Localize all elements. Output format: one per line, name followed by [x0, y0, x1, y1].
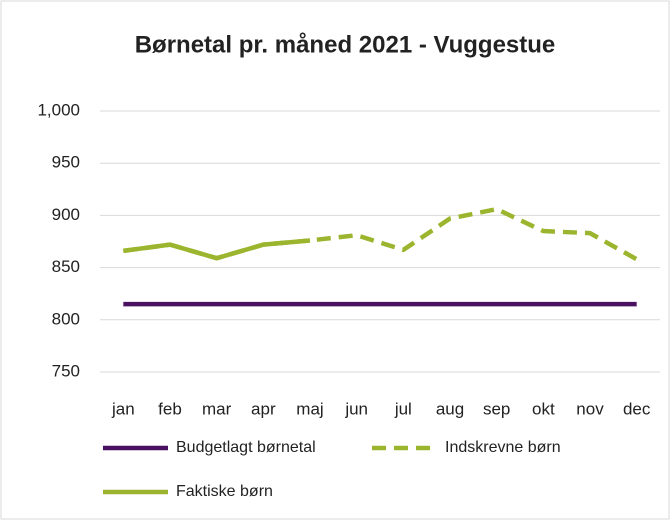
x-tick-label: maj: [296, 399, 323, 418]
x-tick-label: mar: [202, 399, 232, 418]
series-line: [123, 206, 638, 262]
x-tick-label: jun: [344, 399, 368, 418]
y-tick-label: 1,000: [37, 100, 80, 119]
x-tick-label: jul: [394, 399, 412, 418]
legend-label: Faktiske børn: [176, 483, 273, 500]
y-tick-label: 950: [52, 153, 80, 172]
x-tick-label: feb: [158, 399, 182, 418]
x-tick-label: nov: [576, 399, 604, 418]
y-tick-label: 800: [52, 309, 80, 328]
x-tick-label: aug: [436, 399, 464, 418]
y-tick-label: 750: [52, 361, 80, 380]
legend-label: Indskrevne børn: [445, 439, 561, 456]
y-tick-label: 900: [52, 205, 80, 224]
x-tick-label: apr: [251, 399, 276, 418]
legend-label: Budgetlagt børnetal: [176, 439, 316, 456]
chart-title: Børnetal pr. måned 2021 - Vuggestue: [135, 31, 556, 58]
x-tick-label: jan: [111, 399, 135, 418]
y-tick-label: 850: [52, 257, 80, 276]
x-tick-label: sep: [483, 399, 510, 418]
x-tick-label: dec: [623, 399, 651, 418]
x-tick-label: okt: [532, 399, 555, 418]
series-line: [123, 238, 311, 261]
